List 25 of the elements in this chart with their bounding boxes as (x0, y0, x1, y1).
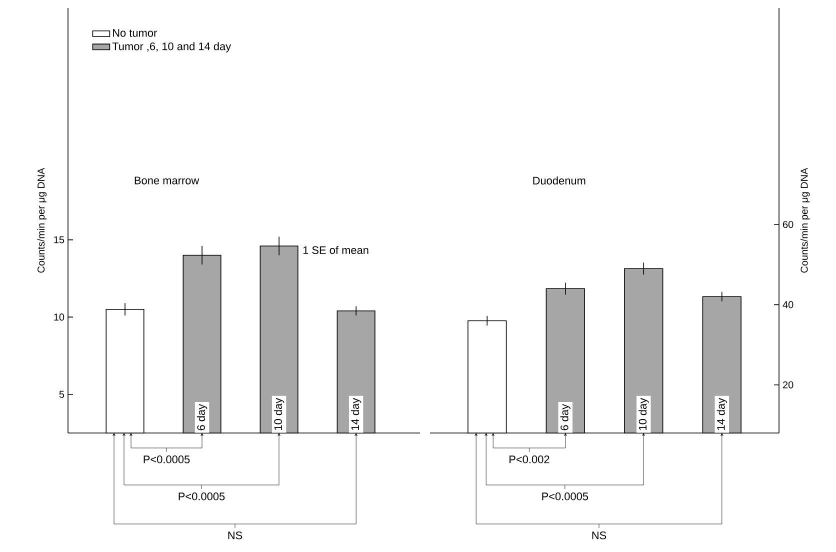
x-tick-label: 6 day (196, 404, 208, 430)
x-tick-label: 10 day (274, 398, 284, 430)
annotation: 1 SE of mean (303, 246, 368, 254)
y-tick-label: 15 (54, 236, 64, 244)
x-tick-label: 14 day (716, 398, 727, 430)
text: NS (592, 532, 606, 540)
y-tick-label: 40 (782, 301, 794, 308)
x-tick-label: 10 day (638, 398, 649, 430)
y-tick-label: 20 (783, 381, 794, 388)
text: Duodenum (533, 176, 586, 185)
x-tick-label: 14 day (350, 398, 362, 430)
text: P<0.0005 (542, 492, 588, 500)
y-tick-label: 5 (59, 390, 64, 398)
text: Bone marrow (134, 176, 200, 184)
text: NS (228, 532, 242, 540)
y-axis-title: Counts/min per μg DNA (37, 168, 47, 273)
text: P<0.002 (510, 456, 550, 464)
y-tick-label: 60 (783, 220, 794, 228)
y-tick-label: 10 (54, 314, 64, 321)
text: P<0.0005 (144, 456, 190, 464)
x-tick-label: 6 day (560, 404, 570, 430)
legend-label: No tumor (113, 29, 157, 37)
legend-label: Tumor ,6, 10 and 14 day (112, 42, 232, 52)
y-axis-title: Counts/min per μg DNA (800, 168, 810, 273)
text: P<0.0005 (178, 492, 225, 500)
